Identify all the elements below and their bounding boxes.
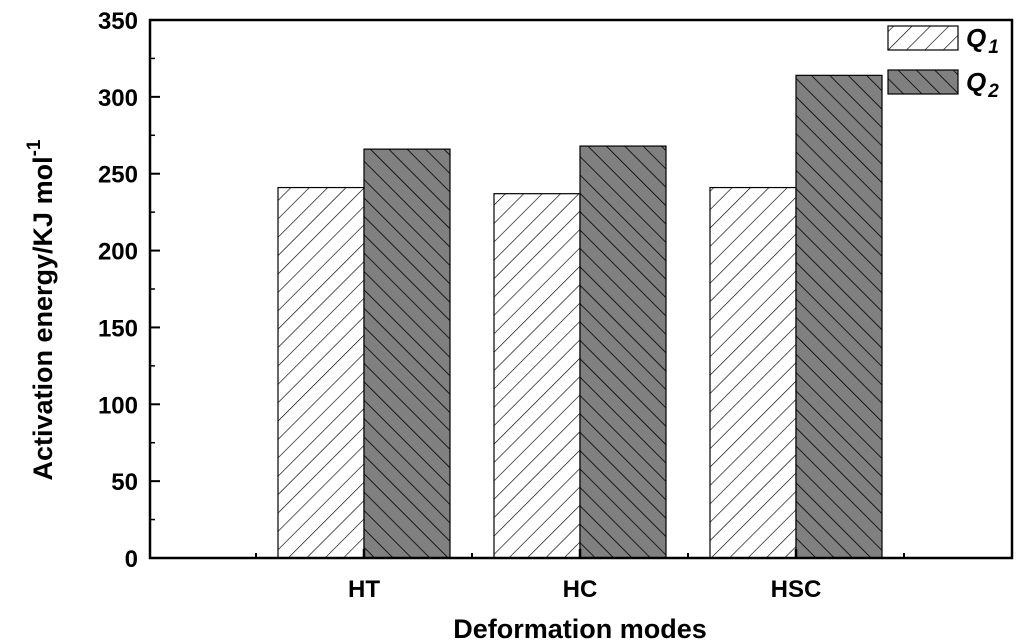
y-tick-label: 100	[98, 392, 138, 419]
y-tick-label: 300	[98, 85, 138, 112]
y-tick-label: 200	[98, 239, 138, 266]
x-tick-label-ht: HT	[348, 576, 380, 603]
bar-hsc-q2	[795, 74, 883, 559]
legend-swatch-q2	[887, 69, 959, 95]
y-tick-label: 350	[98, 8, 138, 35]
x-ticks-group: HT HC HSC	[255, 549, 905, 603]
x-tick-label-hc: HC	[563, 576, 598, 603]
y-ticks-group: 0 50 100 150 200 250 300 350	[98, 8, 160, 573]
legend-label-name: Q	[966, 23, 986, 53]
legend-label-subscript: 1	[988, 37, 999, 58]
bars-group	[277, 74, 883, 559]
x-axis-title: Deformation modes	[453, 614, 707, 644]
bar-ht-q1	[277, 186, 365, 559]
x-tick-label-hsc: HSC	[771, 576, 822, 603]
y-axis-title-superscript: -1	[24, 139, 45, 156]
bar-hc-q1	[493, 193, 581, 559]
y-tick-label: 50	[111, 469, 138, 496]
bar-ht-q2	[363, 148, 451, 559]
bar-hsc-q1	[709, 186, 797, 559]
legend-label-name: Q	[966, 67, 986, 97]
y-axis-title-main: Activation energy/KJ mol	[28, 156, 58, 480]
legend-swatch-q1	[887, 25, 959, 51]
y-axis-title: Activation energy/KJ mol-1	[24, 139, 58, 480]
legend-label-subscript: 2	[987, 81, 999, 102]
bar-hc-q2	[579, 145, 667, 559]
legend: Q 1Q 2	[887, 23, 999, 102]
y-tick-label: 0	[125, 546, 138, 573]
y-tick-label: 150	[98, 315, 138, 342]
y-tick-label: 250	[98, 162, 138, 189]
